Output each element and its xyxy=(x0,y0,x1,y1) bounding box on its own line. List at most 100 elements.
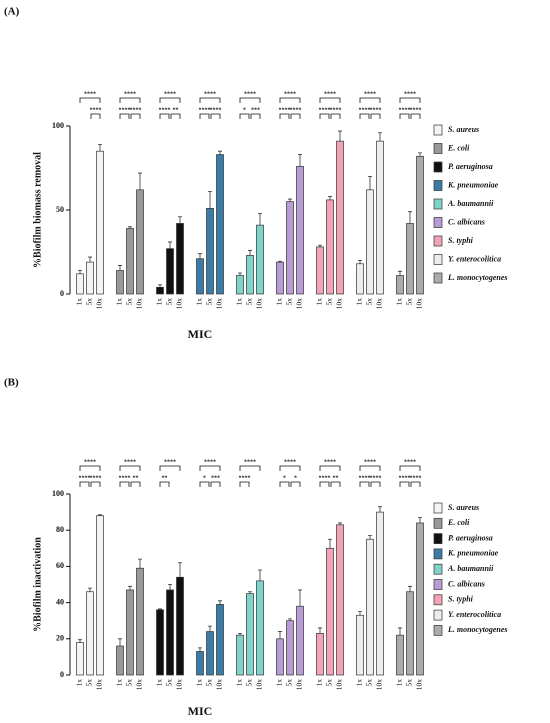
bar xyxy=(96,515,104,676)
x-tick-label: 10x xyxy=(415,679,424,691)
significance-label: **** xyxy=(404,459,416,465)
error-bar xyxy=(358,611,362,616)
x-tick-label: 1x xyxy=(115,679,124,687)
bar xyxy=(166,248,174,295)
bar xyxy=(126,228,134,295)
significance-label: ** xyxy=(173,107,179,113)
x-tick-label: 10x xyxy=(175,298,184,310)
bar xyxy=(276,261,284,295)
bar xyxy=(396,275,404,295)
bar xyxy=(286,620,294,676)
significance-bracket xyxy=(119,113,130,119)
significance-label: **** xyxy=(410,107,422,113)
significance-bracket xyxy=(330,113,341,119)
x-tick-label: 1x xyxy=(275,298,284,306)
legend-swatch xyxy=(433,180,443,191)
legend-label: C. albicans xyxy=(448,579,485,588)
bar xyxy=(416,522,424,676)
bar xyxy=(116,645,124,676)
error-bar xyxy=(138,558,142,569)
significance-label: **** xyxy=(370,107,382,113)
x-tick-label: 1x xyxy=(315,298,324,306)
bar xyxy=(156,286,164,295)
significance-bracket xyxy=(199,113,210,119)
x-tick-label: 1x xyxy=(395,298,404,306)
significance-label: * xyxy=(283,475,286,481)
significance-label: **** xyxy=(364,91,376,97)
y-tick-label: 0 xyxy=(60,289,64,298)
legend-swatch xyxy=(433,272,443,284)
error-bar xyxy=(298,154,302,167)
significance-bracket xyxy=(210,481,221,487)
x-tick-label: 10x xyxy=(255,679,264,691)
x-tick-label: 10x xyxy=(295,298,304,310)
significance-label: **** xyxy=(84,91,96,97)
x-axis-label: MIC xyxy=(188,704,213,718)
x-tick-label: 5x xyxy=(85,298,94,306)
legend-swatch xyxy=(433,198,443,210)
error-bar xyxy=(328,538,332,549)
significance-label: ** xyxy=(133,475,139,481)
significance-label: **** xyxy=(204,91,216,97)
bar xyxy=(196,651,204,676)
error-bar xyxy=(408,585,412,592)
legend-swatch xyxy=(433,625,443,636)
error-bar xyxy=(298,589,302,607)
x-tick-label: 10x xyxy=(375,679,384,691)
bar xyxy=(76,642,84,676)
legend-label: K. pneumoniae xyxy=(447,549,499,558)
legend-label: Y. enterocolitica xyxy=(448,254,501,263)
bar xyxy=(246,593,254,676)
y-axis-label: %Biofilm biomass removal xyxy=(32,152,43,268)
significance-bracket xyxy=(410,481,421,487)
error-bar xyxy=(168,584,172,590)
error-bar xyxy=(248,591,252,594)
error-bar xyxy=(248,249,252,256)
significance-label: **** xyxy=(370,475,382,481)
error-bar xyxy=(208,625,212,632)
bar xyxy=(296,605,304,676)
significance-label: **** xyxy=(164,91,176,97)
error-bar xyxy=(238,272,242,276)
legend-swatch xyxy=(433,563,443,575)
error-bar xyxy=(178,562,182,578)
error-bar xyxy=(98,514,102,516)
significance-bracket xyxy=(290,481,301,487)
bar xyxy=(116,270,124,295)
bar xyxy=(256,224,264,295)
x-tick-label: 10x xyxy=(135,679,144,691)
legend-label: P. aeruginosa xyxy=(448,533,493,542)
error-bar xyxy=(328,196,332,200)
error-bar xyxy=(368,535,372,540)
error-bar xyxy=(258,569,262,581)
legend-swatch xyxy=(433,124,443,136)
x-tick-label: 5x xyxy=(285,298,294,306)
significance-label: **** xyxy=(364,459,376,465)
significance-label: **** xyxy=(359,107,371,113)
error-bar xyxy=(418,152,422,157)
significance-label: **** xyxy=(359,475,371,481)
significance-bracket xyxy=(239,465,261,471)
x-tick-label: 1x xyxy=(195,679,204,687)
significance-label: **** xyxy=(79,475,91,481)
significance-label: **** xyxy=(324,91,336,97)
significance-label: **** xyxy=(130,107,142,113)
significance-label: **** xyxy=(399,475,411,481)
significance-bracket xyxy=(370,481,381,487)
error-bar xyxy=(338,130,342,142)
x-axis-label: MIC xyxy=(188,327,213,341)
x-tick-label: 5x xyxy=(285,679,294,687)
significance-label: **** xyxy=(279,107,291,113)
error-bar xyxy=(418,517,422,523)
bar xyxy=(336,524,344,676)
significance-bracket xyxy=(290,113,301,119)
x-tick-label: 1x xyxy=(235,298,244,306)
bar xyxy=(126,589,134,676)
legend-swatch xyxy=(433,609,443,621)
x-tick-label: 1x xyxy=(155,298,164,306)
x-tick-label: 5x xyxy=(325,298,334,306)
x-tick-label: 1x xyxy=(315,679,324,687)
significance-label: **** xyxy=(164,459,176,465)
bar xyxy=(256,580,264,676)
x-tick-label: 5x xyxy=(125,679,134,687)
